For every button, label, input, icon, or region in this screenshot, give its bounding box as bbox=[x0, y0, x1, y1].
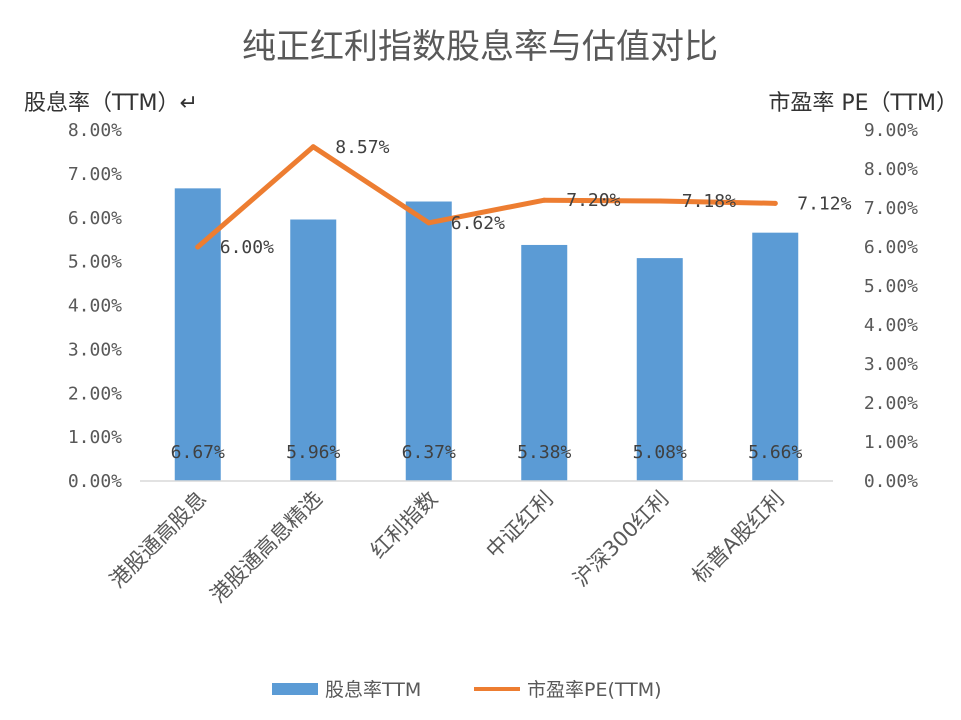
y-tick-label: 1.00% bbox=[68, 427, 122, 448]
category-label: 沪深300红利 bbox=[569, 487, 674, 592]
y-tick-label: 2.00% bbox=[68, 383, 122, 404]
category-label: 中证红利 bbox=[481, 487, 557, 563]
bar-data-labels: 6.67% 5.96% 6.37% 5.38% 5.08% 5.66% bbox=[171, 442, 803, 463]
y2-tick-label: 2.00% bbox=[864, 393, 918, 414]
line-point bbox=[195, 244, 201, 250]
bar-data-label: 5.66% bbox=[748, 442, 802, 463]
line-point bbox=[310, 144, 316, 150]
bar bbox=[752, 232, 799, 481]
y2-tick-label: 6.00% bbox=[864, 237, 918, 258]
y2-tick-label: 9.00% bbox=[864, 120, 918, 141]
y-tick-label: 5.00% bbox=[68, 252, 122, 273]
category-label: 港股通高息精选 bbox=[206, 487, 327, 608]
bar bbox=[290, 219, 337, 481]
legend-label-bar: 股息率TTM bbox=[325, 679, 421, 701]
bar-data-label: 6.37% bbox=[402, 442, 456, 463]
series-line bbox=[195, 144, 778, 250]
bar bbox=[636, 258, 683, 481]
bar-data-label: 6.67% bbox=[171, 442, 225, 463]
bar bbox=[521, 244, 568, 481]
line-data-label: 7.18% bbox=[682, 191, 736, 212]
line-data-label: 7.20% bbox=[566, 190, 620, 211]
bar bbox=[405, 201, 452, 482]
line-point bbox=[657, 198, 663, 204]
line-series bbox=[195, 144, 778, 250]
y-tick-label: 7.00% bbox=[68, 164, 122, 185]
bar-series bbox=[174, 188, 799, 482]
legend-label-line: 市盈率PE(TTM) bbox=[527, 679, 662, 701]
left-axis-ticks: 0.00% 1.00% 2.00% 3.00% 4.00% 5.00% 6.00% 7.00%… bbox=[68, 120, 122, 492]
y2-tick-label: 7.00% bbox=[864, 198, 918, 219]
legend: 股息率TTM 市盈率PE(TTM) bbox=[272, 679, 662, 701]
y2-tick-label: 4.00% bbox=[864, 315, 918, 336]
line-data-label: 7.12% bbox=[797, 193, 851, 214]
y-tick-label: 8.00% bbox=[68, 120, 122, 141]
right-axis-ticks: 0.00% 1.00% 2.00% 3.00% 4.00% 5.00% 6.00% 7.00%… bbox=[864, 120, 918, 492]
y2-axis-title: 市盈率 PE（TTM） bbox=[768, 91, 958, 116]
line-point bbox=[772, 200, 778, 206]
bar bbox=[174, 188, 221, 481]
line-data-labels: 6.00% 8.57% 6.62% 7.20% 7.18% 7.12% bbox=[220, 137, 852, 258]
line-data-label: 6.62% bbox=[451, 213, 505, 234]
chart-title: 纯正红利指数股息率与估值对比 bbox=[242, 27, 718, 67]
y2-tick-label: 1.00% bbox=[864, 432, 918, 453]
category-label: 标普A股红利 bbox=[687, 487, 788, 588]
bar-data-label: 5.08% bbox=[633, 442, 687, 463]
line-point bbox=[426, 220, 432, 226]
bar-data-label: 5.96% bbox=[286, 442, 340, 463]
y-tick-label: 3.00% bbox=[68, 339, 122, 360]
category-label: 港股通高股息 bbox=[105, 487, 211, 593]
category-label: 红利指数 bbox=[366, 487, 442, 563]
y2-tick-label: 3.00% bbox=[864, 354, 918, 375]
line-point bbox=[541, 197, 547, 203]
line-data-label: 6.00% bbox=[220, 237, 274, 258]
y-axis-title: 股息率（TTM）↵ bbox=[24, 91, 198, 116]
y-tick-label: 6.00% bbox=[68, 208, 122, 229]
y2-tick-label: 8.00% bbox=[864, 159, 918, 180]
y-tick-label: 0.00% bbox=[68, 471, 122, 492]
y-tick-label: 4.00% bbox=[68, 296, 122, 317]
bar-data-label: 5.38% bbox=[517, 442, 571, 463]
y2-tick-label: 5.00% bbox=[864, 276, 918, 297]
line-data-label: 8.57% bbox=[335, 137, 389, 158]
legend-swatch-bar bbox=[272, 683, 318, 695]
y2-tick-label: 0.00% bbox=[864, 471, 918, 492]
